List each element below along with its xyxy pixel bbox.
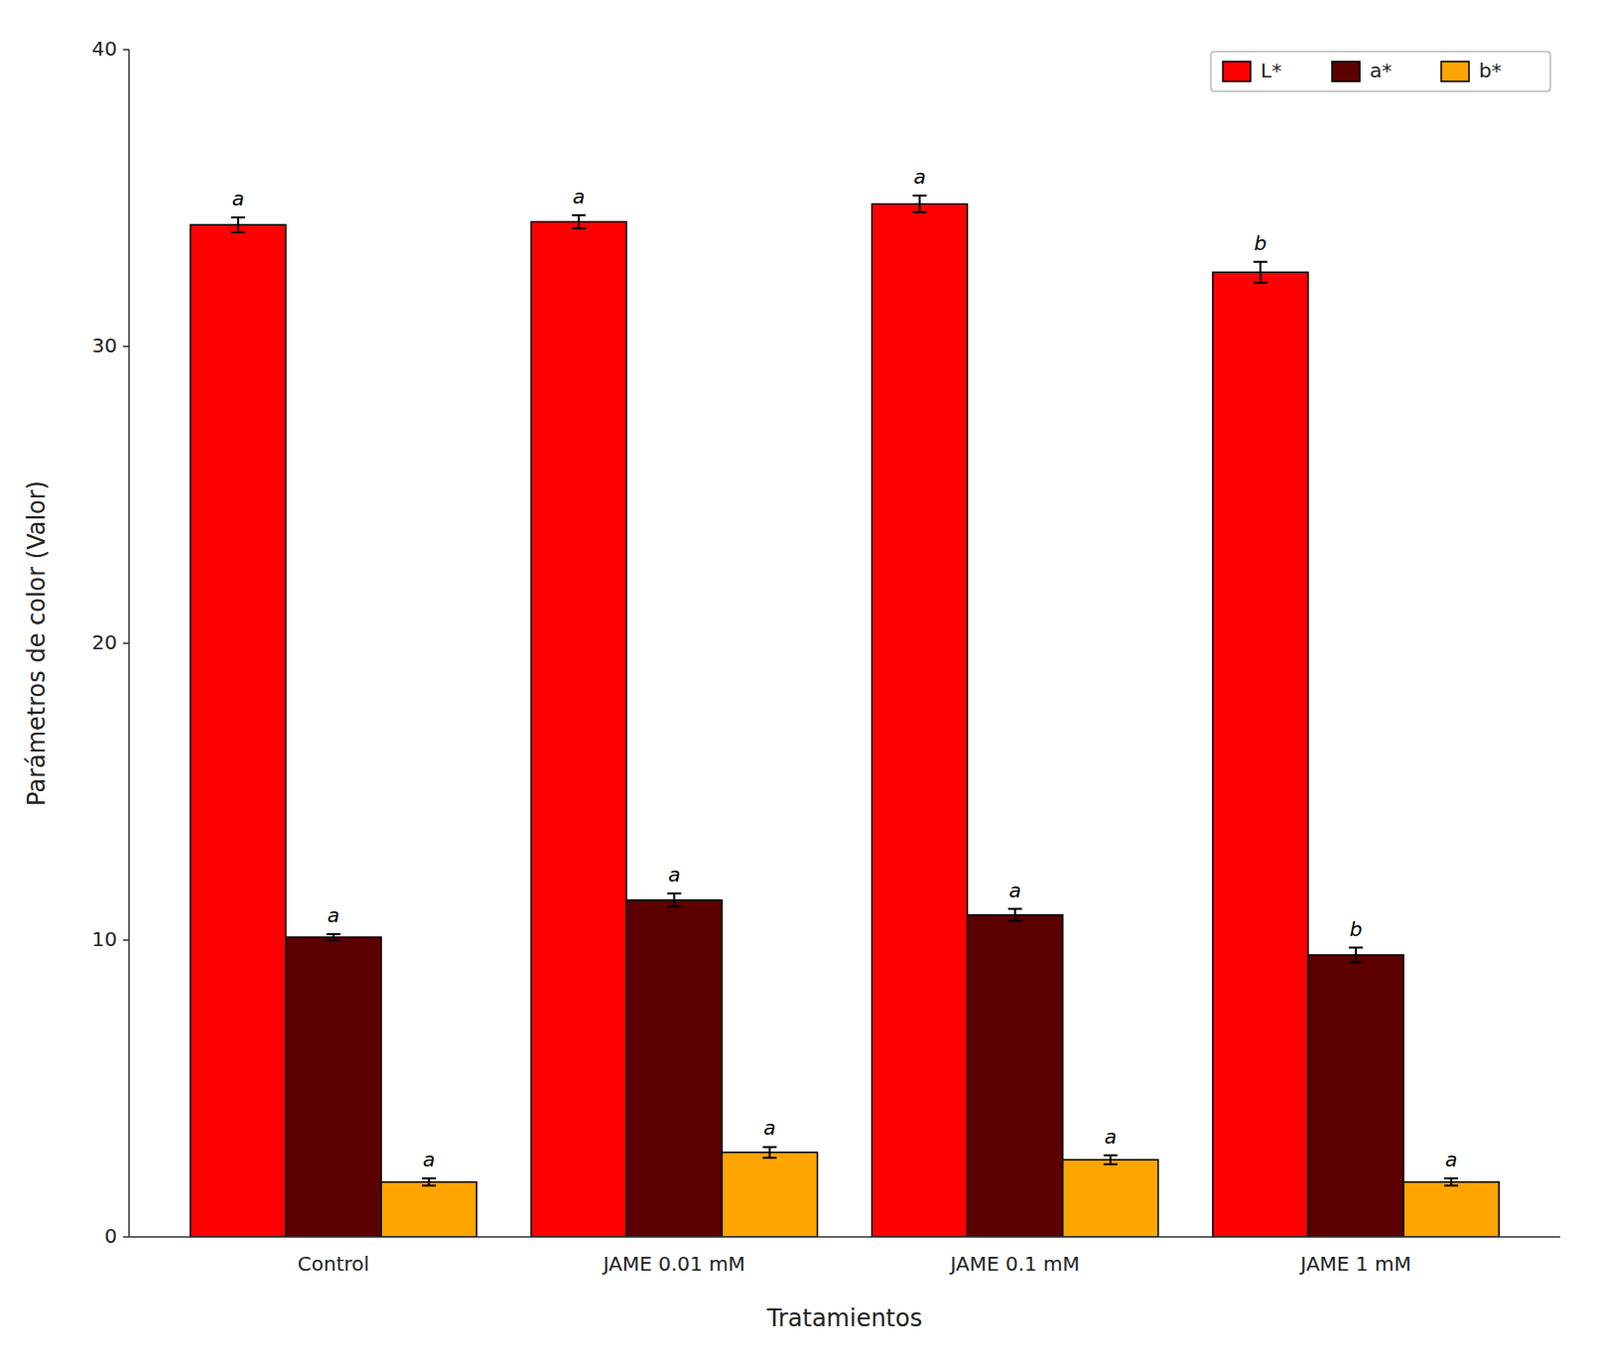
y-tick [123, 642, 130, 645]
x-tick-label: JAME 0.01 mM [601, 1251, 746, 1276]
significance-letter: a [1009, 878, 1022, 903]
y-tick-label: 30 [92, 333, 118, 358]
significance-letter: a [327, 903, 340, 928]
x-tick-label: JAME 0.1 mM [947, 1251, 1079, 1276]
legend-swatch [1332, 61, 1360, 82]
error-bar [231, 217, 246, 233]
y-tick-label: 20 [92, 630, 118, 655]
error-bar [1444, 1178, 1459, 1186]
bar [190, 224, 286, 1237]
error-bar [571, 215, 586, 229]
legend-label: L* [1260, 58, 1282, 83]
significance-letter: b [1254, 231, 1268, 256]
x-axis-label: Tratamientos [766, 1304, 923, 1333]
significance-letter: b [1349, 917, 1363, 941]
error-bar [1348, 946, 1363, 962]
bar [871, 203, 967, 1237]
y-axis-label: Parámetros de color (Valor) [22, 480, 51, 806]
error-bar [421, 1178, 436, 1186]
error-bar [1008, 909, 1023, 922]
chart: a a a b a a a b a a a a 0 10 20 30 40 Control JAME 0.01 mM… [0, 0, 1600, 1366]
error-bar [666, 893, 681, 907]
bar [285, 936, 382, 1237]
x-axis-line [129, 1235, 1561, 1238]
bar [1212, 271, 1309, 1237]
significance-letter: a [913, 164, 926, 189]
y-tick [123, 48, 130, 51]
significance-letter: a [1445, 1147, 1458, 1172]
y-tick-label: 0 [104, 1223, 118, 1248]
legend-swatch [1441, 61, 1469, 82]
plot-area [190, 195, 1499, 1237]
significance-letter: a [1104, 1124, 1117, 1149]
error-bar [1253, 262, 1268, 283]
legend-label: b* [1478, 58, 1502, 83]
bar [381, 1182, 477, 1237]
significance-letter: a [422, 1147, 435, 1172]
x-tick-label: JAME 1 mM [1298, 1251, 1411, 1276]
bar [531, 221, 627, 1237]
significance-letter: a [572, 184, 585, 209]
bar [967, 915, 1064, 1237]
y-tick [123, 345, 130, 348]
background [0, 0, 1600, 1366]
chart-container: a a a b a a a b a a a a 0 10 20 30 40 Control JAME 0.01 mM… [0, 0, 1600, 1366]
legend: L* a* b* [1210, 51, 1551, 92]
significance-letter: a [763, 1115, 776, 1140]
y-tick-label: 10 [92, 927, 118, 951]
bar [626, 900, 722, 1237]
legend-frame [1210, 51, 1551, 92]
significance-letter: a [667, 862, 680, 887]
y-tick [123, 938, 130, 941]
error-bar [913, 195, 928, 213]
x-tick-label: Control [297, 1251, 370, 1276]
error-bar [762, 1146, 777, 1158]
y-tick [123, 1235, 130, 1238]
bar [1403, 1182, 1499, 1237]
y-tick-label: 40 [92, 36, 118, 61]
bar [1308, 954, 1404, 1237]
legend-label: a* [1369, 58, 1392, 83]
error-bar [326, 933, 341, 940]
bar [1063, 1159, 1159, 1237]
significance-letter: a [232, 186, 245, 211]
bar [721, 1152, 817, 1237]
legend-swatch [1222, 61, 1251, 82]
error-bar [1103, 1155, 1118, 1165]
letters: a a a b a a a b a a a a [232, 164, 1459, 1172]
